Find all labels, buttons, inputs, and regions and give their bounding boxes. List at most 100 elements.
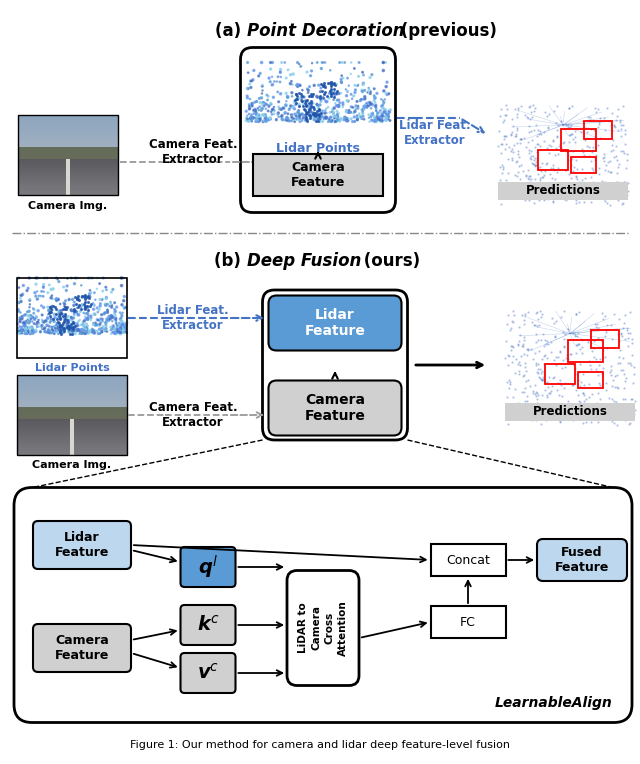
- Point: [47, 321, 57, 333]
- FancyBboxPatch shape: [287, 571, 359, 685]
- Point: [507, 144, 517, 156]
- Point: [309, 114, 319, 126]
- Point: [350, 79, 360, 92]
- Point: [336, 76, 346, 88]
- Point: [536, 373, 546, 385]
- Point: [86, 310, 96, 322]
- Point: [600, 159, 611, 171]
- Point: [622, 154, 632, 167]
- Point: [607, 415, 618, 427]
- Point: [351, 103, 361, 115]
- Point: [257, 108, 268, 121]
- Point: [375, 114, 385, 126]
- Point: [534, 372, 545, 384]
- Point: [320, 57, 330, 69]
- Text: Predictions: Predictions: [532, 405, 607, 418]
- Point: [246, 113, 257, 125]
- Point: [251, 107, 261, 119]
- Point: [542, 110, 552, 122]
- Point: [300, 96, 310, 108]
- Point: [97, 326, 107, 338]
- Point: [84, 300, 95, 312]
- Point: [565, 121, 575, 133]
- Point: [282, 114, 292, 126]
- Point: [605, 364, 616, 376]
- Point: [538, 183, 548, 195]
- Point: [22, 327, 33, 339]
- Point: [584, 401, 594, 413]
- Point: [384, 105, 394, 118]
- Point: [312, 92, 323, 104]
- Point: [325, 115, 335, 128]
- Point: [367, 115, 378, 127]
- Point: [259, 115, 269, 127]
- Point: [117, 319, 127, 331]
- Point: [332, 109, 342, 121]
- Point: [90, 327, 100, 339]
- Point: [532, 363, 543, 375]
- Point: [45, 309, 56, 322]
- Point: [312, 105, 322, 118]
- Point: [372, 107, 383, 119]
- Point: [319, 87, 329, 99]
- Point: [548, 159, 558, 171]
- Point: [37, 309, 47, 321]
- Point: [59, 315, 69, 327]
- Point: [79, 301, 90, 313]
- Point: [584, 114, 594, 126]
- Point: [559, 340, 570, 352]
- Point: [316, 63, 326, 75]
- Point: [353, 112, 363, 125]
- Point: [616, 198, 627, 210]
- Point: [509, 138, 519, 151]
- Point: [107, 315, 117, 327]
- Point: [533, 389, 543, 401]
- Point: [573, 374, 583, 386]
- Point: [319, 107, 330, 119]
- Point: [65, 328, 76, 340]
- Point: [557, 325, 568, 338]
- Point: [563, 322, 573, 335]
- Point: [499, 133, 509, 145]
- Point: [287, 86, 297, 99]
- Point: [260, 108, 270, 121]
- Point: [309, 109, 319, 121]
- Point: [15, 327, 25, 339]
- Point: [115, 324, 125, 336]
- Point: [258, 109, 268, 121]
- Point: [77, 299, 87, 312]
- Point: [351, 99, 361, 112]
- Point: [271, 115, 282, 127]
- Point: [301, 112, 311, 125]
- Point: [530, 319, 540, 331]
- Point: [314, 110, 324, 122]
- Point: [66, 304, 76, 316]
- Point: [513, 358, 523, 370]
- Point: [104, 310, 115, 322]
- Point: [526, 125, 536, 137]
- Point: [522, 395, 532, 407]
- Point: [66, 318, 76, 330]
- Point: [86, 286, 96, 299]
- Point: [566, 119, 576, 131]
- Point: [267, 104, 277, 116]
- Point: [586, 196, 596, 208]
- Point: [506, 180, 516, 192]
- Point: [506, 183, 516, 196]
- Point: [316, 78, 326, 90]
- Point: [255, 111, 265, 123]
- Point: [276, 111, 287, 123]
- Point: [275, 103, 285, 115]
- Point: [630, 403, 640, 416]
- Point: [362, 86, 372, 99]
- Point: [524, 173, 534, 186]
- Point: [253, 113, 263, 125]
- Point: [47, 293, 58, 305]
- Point: [377, 112, 387, 125]
- Point: [627, 393, 637, 405]
- Point: [266, 98, 276, 110]
- Point: [545, 371, 555, 384]
- Point: [298, 102, 308, 115]
- Point: [527, 316, 537, 328]
- Point: [17, 312, 27, 325]
